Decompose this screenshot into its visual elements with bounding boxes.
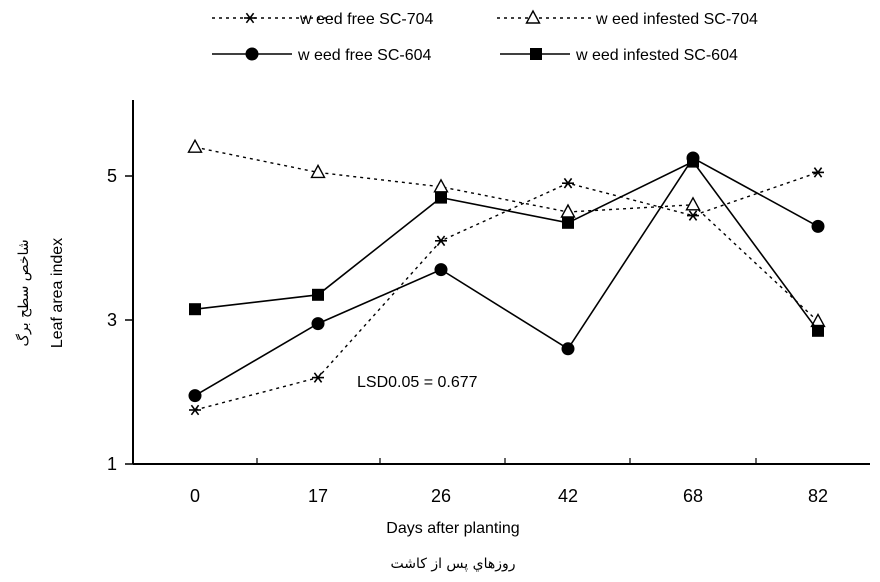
series-4-point-shape [189, 303, 201, 316]
series-2-point [685, 196, 701, 211]
series-1-point-stroke [436, 235, 446, 247]
axes [132, 100, 870, 465]
series-1-point-stroke [688, 210, 698, 221]
series-2-point [560, 203, 576, 218]
series-3-point-shape [811, 219, 825, 233]
legend-marker-4-shape [530, 48, 542, 60]
series-3-point-shape [188, 389, 202, 403]
legend-item-4: w eed infested SC-604 [500, 47, 738, 64]
ticks: 1 3 5 0 17 26 42 68 82 [107, 166, 828, 506]
series-2-point [310, 163, 326, 179]
series-1-point [312, 372, 324, 383]
series-2-point [187, 138, 203, 153]
series-2-point-shape [187, 138, 203, 153]
legend: w eed free SC-704 w eed infested SC-704 w … [212, 9, 758, 64]
legend-label-4: w eed infested SC-604 [575, 47, 738, 64]
series-4-point [812, 324, 824, 337]
y-tick-label: 5 [107, 166, 117, 186]
legend-item-2: w eed infested SC-704 [497, 9, 758, 28]
series-3-line [194, 156, 819, 397]
series-1-point-stroke [563, 177, 573, 189]
series-1-point [687, 210, 699, 221]
series-4-point [189, 303, 201, 316]
series-group [187, 138, 826, 416]
series-1-point [812, 167, 824, 178]
legend-marker-3 [245, 47, 259, 61]
series-1-point [435, 235, 447, 247]
series-2-point-shape [560, 203, 576, 218]
legend-marker-2-shape [525, 9, 541, 24]
x-tick-label: 82 [808, 486, 828, 506]
legend-item-3: w eed free SC-604 [212, 47, 432, 64]
legend-marker-2 [525, 9, 541, 24]
series-3-point-shape [561, 342, 575, 356]
series-1-point-stroke [190, 404, 200, 416]
series-3-point [811, 219, 825, 233]
x-axis-title: Days after planting [386, 520, 519, 537]
series-2-point-shape [433, 178, 449, 193]
series-4-point [312, 288, 324, 301]
series-3-point-shape [311, 317, 325, 331]
series-3-point [188, 389, 202, 403]
legend-marker-3-shape [245, 47, 259, 61]
legend-item-1: w eed free SC-704 [212, 11, 434, 28]
x-axis-title-persian: روزهاي پس از كاشت [390, 556, 515, 572]
legend-marker-1-stroke [245, 12, 255, 24]
y-tick-label: 1 [107, 454, 117, 474]
series-3-point [434, 263, 448, 277]
y-axis-title: Leaf area index [49, 238, 66, 348]
series-2-line [194, 146, 819, 322]
x-tick-label: 68 [683, 486, 703, 506]
series-1-point [562, 177, 574, 189]
series-3-point-shape [434, 263, 448, 277]
series-1-point [189, 404, 201, 416]
series-3-point [561, 342, 575, 356]
series-1-point-stroke [313, 372, 323, 383]
x-tick-label: 26 [431, 486, 451, 506]
y-tick-label: 3 [107, 310, 117, 330]
series-4-point-shape [687, 155, 699, 168]
lsd-annotation: LSD0.05 = 0.677 [357, 374, 478, 391]
x-tick-label: 17 [308, 486, 328, 506]
series-4-line [194, 160, 819, 332]
series-2-point [433, 178, 449, 193]
legend-label-3: w eed free SC-604 [297, 47, 432, 64]
legend-marker-4 [530, 48, 542, 60]
legend-label-2: w eed infested SC-704 [595, 11, 758, 28]
series-4-point-shape [812, 324, 824, 337]
series-2-point-shape [685, 196, 701, 211]
series-4-point [562, 216, 574, 229]
series-4-point-shape [562, 216, 574, 229]
series-4-point-shape [312, 288, 324, 301]
legend-label-1: w eed free SC-704 [299, 11, 434, 28]
series-4-point-shape [435, 191, 447, 204]
y-axis-title-persian: شاخص سطح برگ [14, 239, 32, 346]
series-4-point [435, 191, 447, 204]
series-3-point [311, 317, 325, 331]
series-1-point-stroke [813, 167, 823, 178]
series-1-line [194, 171, 819, 411]
x-tick-label: 42 [558, 486, 578, 506]
legend-marker-1 [244, 12, 256, 24]
series-4-point [687, 155, 699, 168]
x-tick-label: 0 [190, 486, 200, 506]
series-2-point-shape [310, 163, 326, 179]
